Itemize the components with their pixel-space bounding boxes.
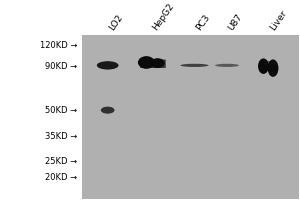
- Text: Liver: Liver: [268, 8, 288, 32]
- Ellipse shape: [215, 64, 239, 67]
- Text: 25KD →: 25KD →: [45, 157, 77, 166]
- Text: LO2: LO2: [108, 12, 125, 32]
- Ellipse shape: [138, 56, 155, 69]
- Text: U87: U87: [227, 12, 245, 32]
- Ellipse shape: [97, 61, 118, 70]
- Text: 35KD →: 35KD →: [45, 132, 77, 141]
- Ellipse shape: [180, 64, 208, 67]
- Text: PC3: PC3: [194, 12, 212, 32]
- Text: 50KD →: 50KD →: [45, 106, 77, 115]
- Text: 90KD →: 90KD →: [45, 62, 77, 71]
- Ellipse shape: [268, 59, 278, 77]
- Ellipse shape: [101, 107, 115, 114]
- FancyBboxPatch shape: [140, 60, 166, 68]
- FancyBboxPatch shape: [82, 35, 298, 199]
- Ellipse shape: [258, 58, 269, 74]
- Ellipse shape: [150, 58, 165, 68]
- FancyBboxPatch shape: [266, 61, 270, 71]
- Text: 120KD →: 120KD →: [40, 41, 77, 50]
- Text: 20KD →: 20KD →: [45, 173, 77, 182]
- Text: HepG2: HepG2: [151, 1, 176, 32]
